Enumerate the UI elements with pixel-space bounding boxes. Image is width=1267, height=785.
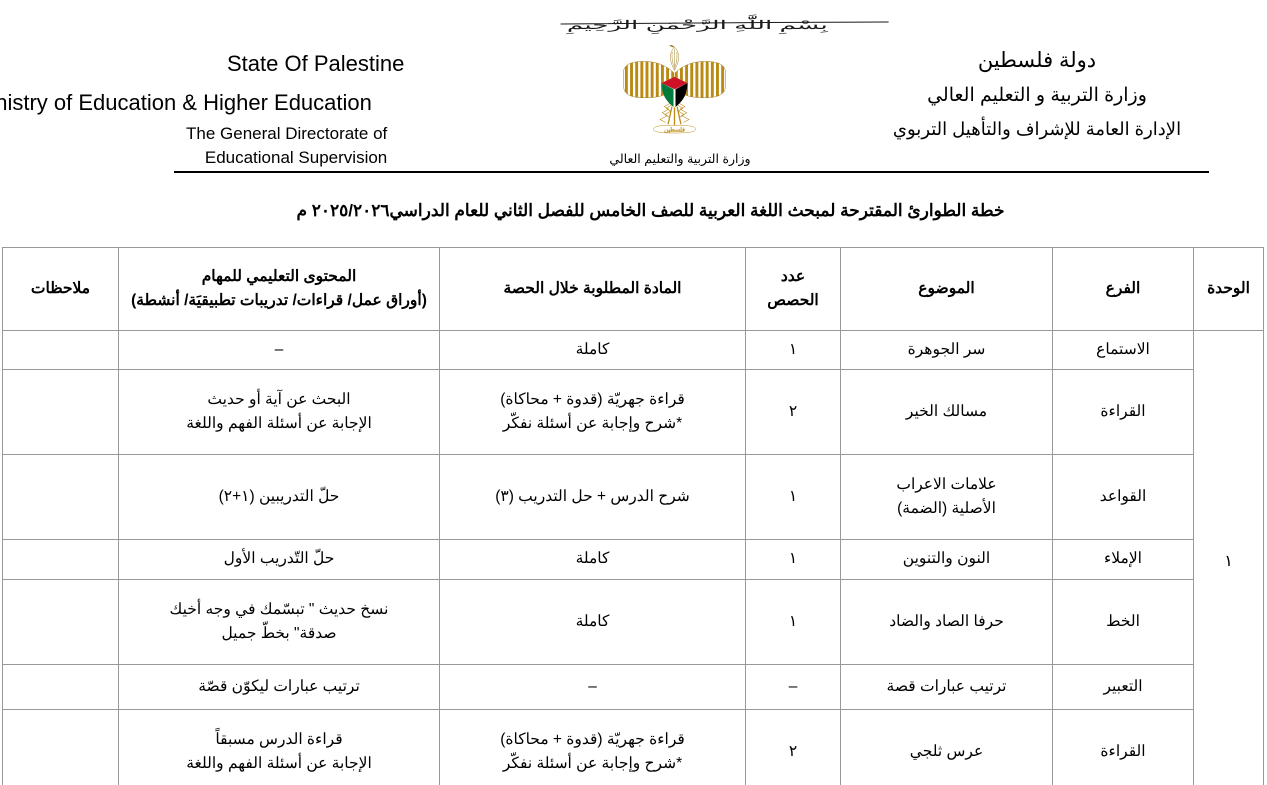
svg-text:بِسْمِ اللَّّهِ الرَّحْمَنِ ال: بِسْمِ اللَّّهِ الرَّحْمَنِ الرَّحِيمِ xyxy=(566,14,828,34)
svg-text:فلسطين: فلسطين xyxy=(664,126,685,133)
